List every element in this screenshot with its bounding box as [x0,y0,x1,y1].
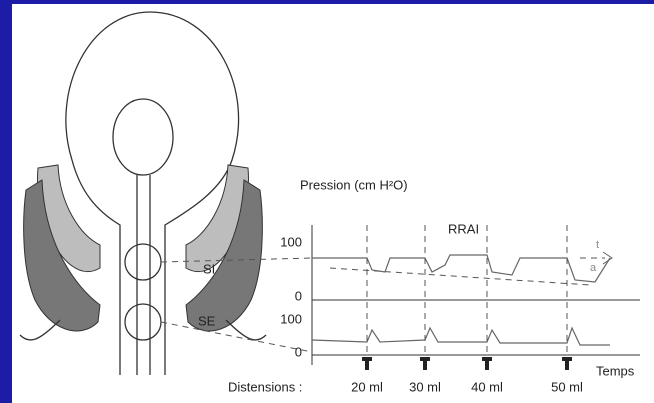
time-label: Temps [596,363,635,378]
t-label: t [596,239,599,251]
distension-label: 20 ml [351,379,383,394]
a-label: a [590,262,597,274]
tick-label: 100 [280,311,302,326]
tick-label: 0 [295,344,302,359]
se-label: SE [198,313,216,328]
tick-label: 0 [295,288,302,303]
distensions-title: Distensions : [228,379,302,394]
si-label: SI [203,261,215,276]
reflex-label: RRAI [448,221,479,236]
tick-label: 100 [280,234,302,249]
traces [311,225,640,370]
axis-title: Pression (cm H²O) [300,177,408,192]
distension-label: 30 ml [409,379,441,394]
panel [12,4,654,403]
anatomy [19,11,267,375]
distension-label: 50 ml [551,379,583,394]
distension-label: 40 ml [471,379,503,394]
